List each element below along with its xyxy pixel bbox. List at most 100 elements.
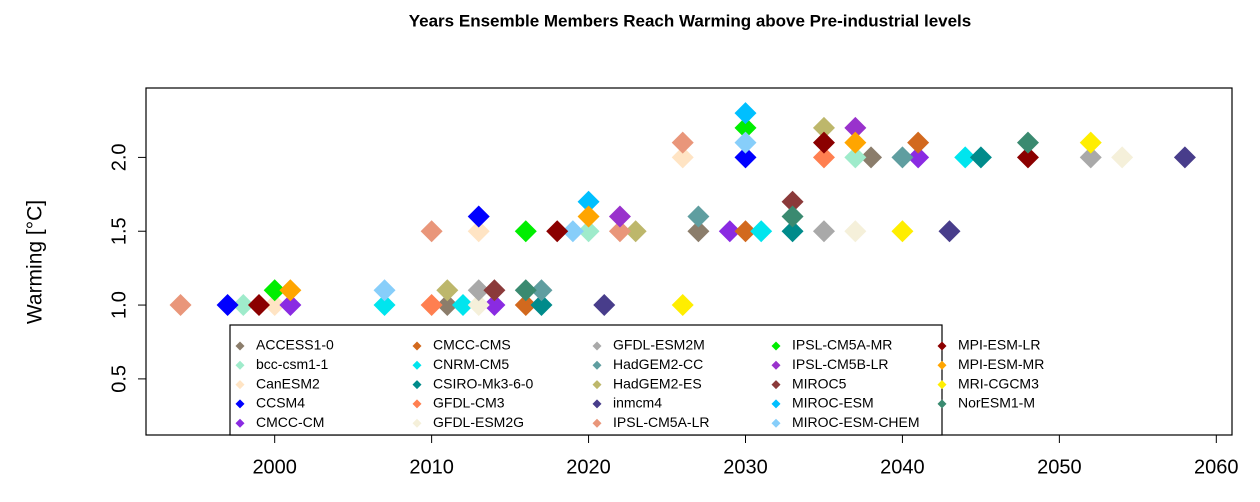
- point: [734, 220, 757, 243]
- point: [577, 190, 600, 213]
- point: [530, 294, 553, 317]
- legend-label: IPSL-CM5B-LR: [792, 356, 888, 372]
- point: [169, 294, 192, 317]
- point: [734, 116, 757, 139]
- point: [232, 294, 255, 317]
- legend-label: HadGEM2-ES: [613, 375, 702, 391]
- point: [436, 294, 459, 317]
- legend-marker: [771, 418, 781, 428]
- point: [247, 294, 270, 317]
- point: [812, 220, 835, 243]
- legend-marker: [771, 380, 781, 390]
- point: [891, 146, 914, 169]
- y-tick-label: 0.5: [108, 365, 130, 393]
- point: [1111, 146, 1134, 169]
- y-axis-label: Warming [°C]: [24, 200, 47, 324]
- legend-box: [229, 324, 943, 436]
- legend-label: MRI-CGCM3: [958, 375, 1039, 391]
- point: [969, 146, 992, 169]
- point: [373, 294, 396, 317]
- point: [734, 146, 757, 169]
- point: [954, 146, 977, 169]
- point: [687, 220, 710, 243]
- point: [1173, 146, 1196, 169]
- point: [608, 220, 631, 243]
- point: [373, 279, 396, 302]
- point: [624, 220, 647, 243]
- point: [263, 279, 286, 302]
- legend-label: GFDL-ESM2M: [613, 337, 705, 353]
- x-tick-label: 2000: [252, 456, 297, 478]
- chart-title: Years Ensemble Members Reach Warming abo…: [409, 11, 972, 30]
- legend-marker: [592, 418, 602, 428]
- legend-marker: [592, 399, 602, 409]
- legend-label: IPSL-CM5A-MR: [792, 337, 892, 353]
- point: [216, 294, 239, 317]
- legend-marker: [592, 360, 602, 370]
- point: [907, 131, 930, 154]
- point: [844, 116, 867, 139]
- point: [844, 146, 867, 169]
- point: [530, 279, 553, 302]
- point: [608, 205, 631, 228]
- legend-marker: [235, 380, 245, 390]
- legend-marker: [771, 341, 781, 351]
- legend-label: ACCESS1-0: [256, 337, 334, 353]
- legend-label: CSIRO-Mk3-6-0: [433, 375, 534, 391]
- x-tick-label: 2050: [1037, 456, 1082, 478]
- legend-label: GFDL-CM3: [433, 395, 505, 411]
- point: [671, 146, 694, 169]
- legend-label: CMCC-CMS: [433, 337, 511, 353]
- legend-marker: [771, 360, 781, 370]
- legend-marker: [412, 380, 422, 390]
- point: [671, 131, 694, 154]
- point: [561, 220, 584, 243]
- legend-label: CMCC-CM: [256, 414, 324, 430]
- point: [907, 146, 930, 169]
- legend-marker: [235, 341, 245, 351]
- legend-marker: [592, 341, 602, 351]
- point: [577, 220, 600, 243]
- legend-label: CanESM2: [256, 375, 320, 391]
- point: [1079, 131, 1102, 154]
- x-tick-label: 2020: [566, 456, 611, 478]
- point: [671, 294, 694, 317]
- legend-marker: [412, 418, 422, 428]
- legend-label: MIROC5: [792, 375, 847, 391]
- y-tick-label: 1.0: [108, 291, 130, 319]
- legend-marker: [235, 399, 245, 409]
- point: [263, 294, 286, 317]
- point: [750, 220, 773, 243]
- y-tick-label: 1.5: [108, 217, 130, 245]
- legend-marker: [937, 399, 947, 409]
- legend-label: MIROC-ESM-CHEM: [792, 414, 920, 430]
- point: [452, 294, 475, 317]
- point: [514, 220, 537, 243]
- point: [687, 205, 710, 228]
- point: [718, 220, 741, 243]
- point: [734, 102, 757, 125]
- point: [844, 220, 867, 243]
- point: [514, 279, 537, 302]
- legend-label: IPSL-CM5A-LR: [613, 414, 709, 430]
- point: [467, 279, 490, 302]
- point: [812, 131, 835, 154]
- legend-marker: [412, 360, 422, 370]
- point: [1079, 146, 1102, 169]
- legend-marker: [937, 360, 947, 370]
- point: [1016, 131, 1039, 154]
- x-tick-label: 2010: [409, 456, 454, 478]
- point: [734, 131, 757, 154]
- legend-label: CNRM-CM5: [433, 356, 509, 372]
- point: [420, 294, 443, 317]
- legend-label: MPI-ESM-LR: [958, 337, 1040, 353]
- legend-label: CCSM4: [256, 395, 305, 411]
- point: [436, 279, 459, 302]
- legend-marker: [412, 399, 422, 409]
- legend-label: inmcm4: [613, 395, 662, 411]
- point: [420, 220, 443, 243]
- point: [844, 131, 867, 154]
- point: [812, 116, 835, 139]
- x-tick-label: 2040: [880, 456, 925, 478]
- legend-marker: [771, 399, 781, 409]
